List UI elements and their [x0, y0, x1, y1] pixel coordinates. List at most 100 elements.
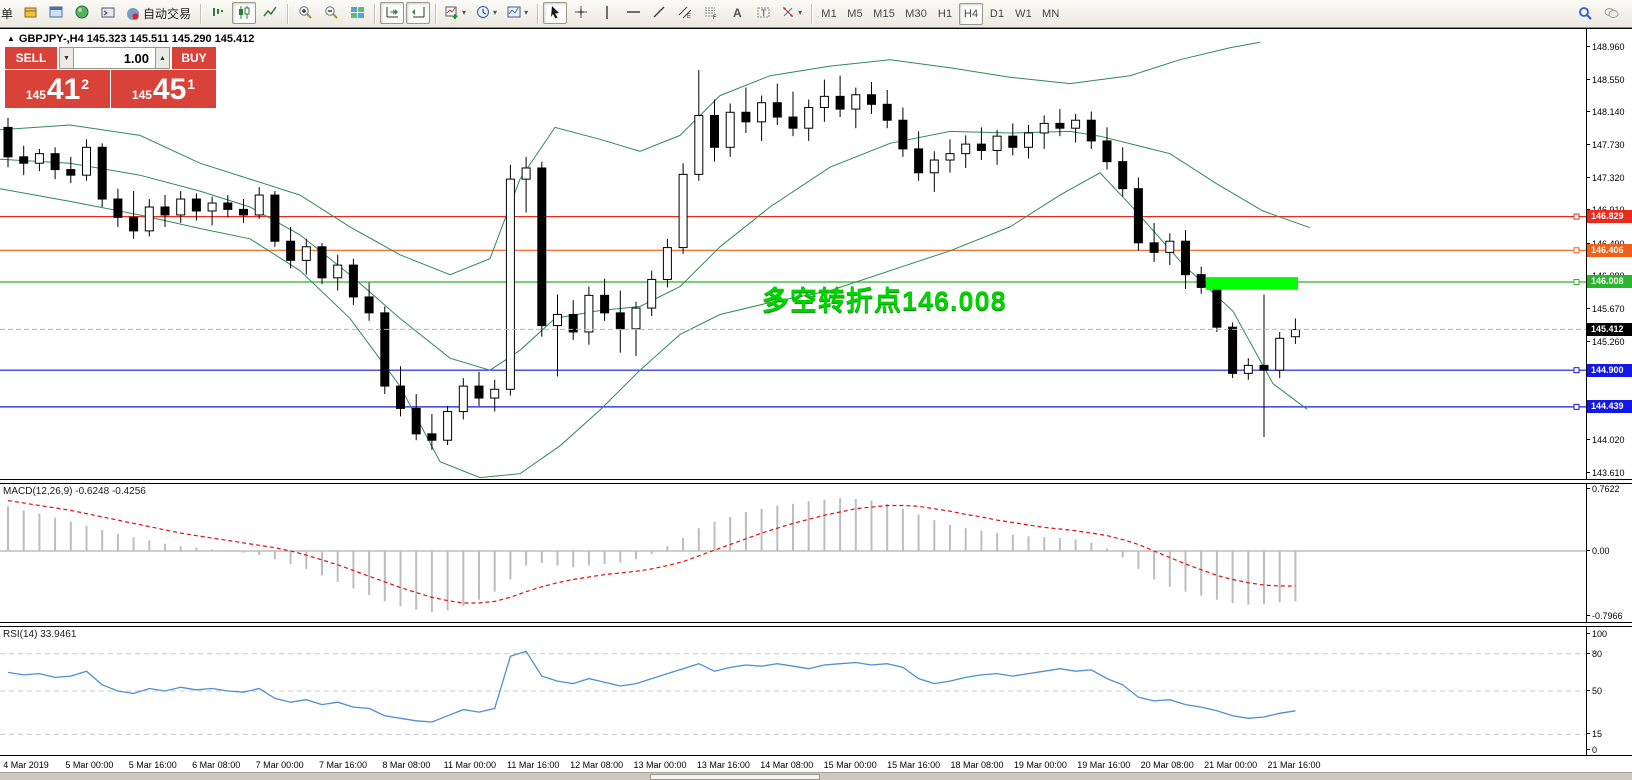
cursor-button[interactable]: [543, 1, 568, 24]
text-button[interactable]: A: [725, 2, 749, 24]
timeframe-m1[interactable]: M1: [821, 7, 837, 20]
lot-decrease-button[interactable]: ▼: [59, 47, 74, 69]
trendline-button[interactable]: [647, 2, 671, 24]
time-label: 14 Mar 08:00: [760, 760, 814, 770]
candle: [396, 385, 405, 409]
macd-chart[interactable]: [0, 484, 1586, 622]
auto-scroll-button[interactable]: [380, 1, 405, 24]
time-label: 12 Mar 08:00: [570, 760, 624, 770]
scrollbar-thumb[interactable]: [650, 774, 820, 780]
time-axis[interactable]: 4 Mar 2019 5 Mar 00:00 5 Mar 16:00 6 Mar 08…: [0, 757, 1632, 772]
line-chart-button[interactable]: [258, 2, 282, 24]
candle: [1039, 122, 1049, 134]
search-button[interactable]: [1573, 3, 1597, 25]
chart-shift-button[interactable]: [406, 1, 431, 24]
time-label: 11 Mar 00:00: [443, 760, 496, 770]
dropdown-arrow-icon[interactable]: ▾: [462, 8, 467, 18]
lot-increase-button[interactable]: ▲: [155, 47, 170, 69]
channel-button[interactable]: E: [673, 2, 697, 24]
sell-price[interactable]: 145 41 2: [5, 70, 110, 108]
text-label-icon: T: [757, 7, 770, 18]
candle: [317, 246, 327, 279]
candle: [1196, 274, 1206, 288]
rsi-chart[interactable]: [0, 627, 1586, 755]
crosshair-button[interactable]: [569, 2, 593, 24]
terminal-button[interactable]: [96, 2, 120, 24]
timeframe-m30[interactable]: M30: [905, 7, 928, 20]
chat-button[interactable]: [1599, 3, 1623, 25]
time-label: 20 Mar 08:00: [1140, 760, 1194, 770]
fibonacci-button[interactable]: F: [699, 2, 723, 24]
new-order-button[interactable]: [18, 2, 42, 24]
macd-tick: -0.7966: [1587, 610, 1623, 621]
zoom-in-button[interactable]: [293, 2, 317, 24]
timeframe-d1[interactable]: D1: [989, 7, 1005, 20]
rsi-pane[interactable]: RSI(14) 33.9461 100 80 50 15 0: [0, 626, 1632, 756]
timeframe-m5[interactable]: M5: [847, 7, 863, 20]
buy-button[interactable]: BUY: [172, 47, 216, 69]
candle: [929, 159, 939, 174]
tile-windows-button[interactable]: [345, 2, 369, 24]
collapse-triangle-icon[interactable]: ▲: [7, 34, 15, 43]
time-label: 19 Mar 16:00: [1077, 760, 1131, 770]
horizontal-scrollbar[interactable]: [0, 772, 1632, 780]
sell-button[interactable]: SELL: [5, 47, 57, 69]
candle: [600, 294, 610, 314]
candle: [458, 385, 468, 413]
dropdown-arrow-icon[interactable]: ▾: [798, 8, 803, 18]
timeframe-h1[interactable]: H1: [937, 7, 953, 20]
line-handle[interactable]: [1573, 247, 1580, 254]
candle: [286, 240, 296, 261]
candle: [474, 385, 484, 399]
macd-axis: 0.7622 0.00 -0.7966: [1586, 484, 1632, 622]
timeframe-h4[interactable]: H4: [959, 2, 984, 25]
candle: [819, 95, 829, 108]
lime-highlight-rect[interactable]: [1206, 277, 1298, 290]
macd-tick: 0.00: [1587, 546, 1610, 556]
navigator-button[interactable]: [70, 2, 94, 24]
indicators-button[interactable]: ▾: [441, 2, 470, 24]
price-chart-pane[interactable]: ▲ GBPJPY-,H4 145.323 145.511 145.290 145.…: [0, 28, 1632, 480]
timeframe-mn[interactable]: MN: [1042, 7, 1060, 20]
time-label: 4 Mar 2019: [3, 760, 49, 770]
zoom-out-button[interactable]: [319, 2, 343, 24]
buy-price[interactable]: 145 45 1: [111, 70, 216, 108]
new-order-label[interactable]: 单: [1, 7, 14, 21]
autotrading-button[interactable]: 自动交易: [122, 3, 195, 25]
market-watch-button[interactable]: [44, 2, 68, 24]
price-axis[interactable]: 148.960148.550148.140147.730147.320146.9…: [1586, 29, 1632, 479]
line-handle[interactable]: [1573, 367, 1580, 374]
candle: [553, 313, 562, 327]
svg-text:E: E: [687, 14, 691, 20]
rsi-tick: 0: [1586, 745, 1598, 755]
bar-chart-button[interactable]: [206, 2, 230, 24]
text-icon: A: [733, 6, 742, 20]
text-label-button[interactable]: T: [751, 2, 775, 24]
line-handle[interactable]: [1573, 278, 1580, 285]
timeframe-w1[interactable]: W1: [1015, 7, 1032, 20]
line-handle[interactable]: [1573, 403, 1580, 410]
rsi-tick: 50: [1586, 686, 1603, 696]
lot-size-input[interactable]: 1.00: [74, 47, 155, 69]
periods-button[interactable]: ▾: [472, 2, 501, 24]
candlestick-chart[interactable]: [0, 29, 1586, 479]
templates-button[interactable]: ▾: [503, 2, 532, 24]
macd-pane[interactable]: MACD(12,26,9) -0.6248 -0.4256 0.7622 0.00…: [0, 483, 1632, 623]
timeframe-m15[interactable]: M15: [873, 7, 896, 20]
line-handle[interactable]: [1573, 213, 1580, 220]
new-order-icon: [24, 7, 37, 18]
tile-windows-icon: [350, 7, 364, 19]
candle: [1071, 119, 1081, 129]
dropdown-arrow-icon[interactable]: ▾: [524, 8, 529, 18]
arrows-button[interactable]: ▾: [777, 2, 806, 24]
dropdown-arrow-icon[interactable]: ▾: [493, 8, 498, 18]
candle: [348, 264, 358, 298]
candlestick-chart-button[interactable]: [232, 1, 257, 24]
candle: [882, 103, 892, 121]
price-tick: 143.610: [1587, 467, 1625, 478]
trendline-icon: [653, 6, 665, 18]
vertical-line-button[interactable]: [595, 2, 619, 24]
candle: [1133, 188, 1143, 244]
candle: [725, 111, 735, 148]
horizontal-line-button[interactable]: [621, 2, 645, 24]
